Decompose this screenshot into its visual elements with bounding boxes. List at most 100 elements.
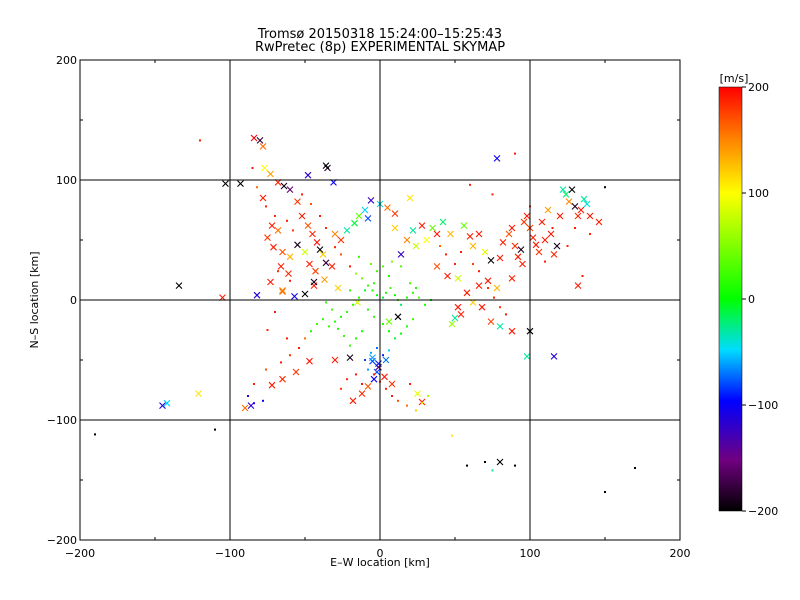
data-point-dot (472, 263, 474, 265)
data-point-dot (367, 308, 369, 311)
data-point-cross (556, 212, 564, 220)
data-point-dot (400, 265, 402, 268)
data-point-cross (499, 239, 507, 246)
data-point-dot (247, 395, 249, 397)
data-point-cross (469, 242, 477, 250)
data-point-cross (322, 259, 330, 267)
data-point-cross (384, 204, 391, 211)
data-point-cross (280, 182, 288, 190)
data-point-cross (312, 267, 319, 275)
data-point-cross (538, 218, 546, 226)
data-point-dot (253, 402, 255, 405)
data-point-dot (484, 461, 486, 463)
data-point-dot (424, 303, 426, 306)
data-point-dot (382, 354, 384, 357)
colorbar-ticks: 200 100 0 −100 −200 (742, 81, 778, 518)
x-axis-label: E–W location [km] (330, 556, 430, 569)
data-point-dot (364, 359, 366, 361)
data-point-cross (529, 234, 537, 241)
data-point-cross (381, 373, 388, 381)
data-point-cross (496, 458, 504, 466)
data-point-dot (251, 167, 254, 169)
data-point-cross (487, 318, 495, 325)
data-point-dot (292, 229, 294, 232)
data-point-cross (382, 356, 390, 364)
data-point-dot (286, 219, 288, 222)
data-point-dot (370, 351, 372, 354)
data-point-dot (388, 330, 390, 333)
data-point-cross (451, 314, 459, 322)
data-point-cross (267, 170, 274, 178)
data-point-cross (331, 230, 339, 238)
data-point-cross (505, 230, 513, 238)
data-point-cross (574, 212, 582, 220)
data-point-dot (566, 245, 569, 247)
data-point-cross (250, 134, 258, 142)
data-point-cross (433, 230, 441, 238)
data-point-dot (409, 383, 411, 385)
data-point-dot (310, 203, 312, 205)
data-point-dot (469, 183, 471, 186)
data-point-dot (604, 491, 606, 493)
data-point-dot (325, 227, 327, 229)
data-point-dot (331, 308, 333, 311)
data-point-dot (364, 289, 366, 292)
data-point-dot (394, 337, 396, 340)
data-point-cross (268, 381, 276, 389)
data-point-cross (337, 236, 345, 244)
data-point-dot (274, 215, 276, 217)
data-point-dot (340, 253, 342, 256)
data-point-dot (262, 399, 264, 402)
data-point-dot (382, 265, 384, 268)
axis-ticks: −200−200 −100 −100 0 0 100 100 200 200 (47, 54, 691, 560)
colorbar-label: [m/s] (720, 72, 749, 85)
data-point-dot (385, 387, 387, 390)
y-tick-label: 200 (56, 54, 77, 67)
data-point-dot (412, 318, 414, 321)
data-point-cross (316, 246, 324, 253)
data-point-dot (355, 337, 357, 340)
data-point-cross (358, 390, 366, 397)
data-point-dot (286, 337, 288, 340)
data-point-cross (319, 251, 327, 258)
data-point-cross (286, 186, 294, 193)
data-point-cross (454, 275, 462, 282)
data-point-cross (496, 254, 504, 262)
data-point-cross (292, 368, 300, 376)
data-point-dot (581, 275, 584, 277)
data-point-dot (385, 291, 387, 294)
data-point-cross (423, 236, 430, 244)
colorbar-gradient (718, 86, 743, 512)
data-point-dot (505, 313, 507, 316)
data-point-dot (355, 373, 357, 376)
colorbar-tick-label: 100 (748, 187, 769, 200)
data-point-cross (391, 224, 399, 232)
data-point-dot (274, 311, 276, 313)
data-point-dot (412, 291, 414, 294)
data-point-dot (371, 289, 374, 292)
data-point-dot (389, 287, 392, 289)
data-point-cross (355, 212, 363, 220)
data-point-cross (414, 390, 421, 397)
data-point-dot (409, 282, 411, 285)
data-point-cross (565, 198, 573, 205)
x-tick-label: 0 (377, 547, 384, 560)
data-point-dot (406, 404, 408, 407)
data-point-cross (523, 353, 531, 360)
data-point-cross (481, 248, 489, 256)
data-point-cross (364, 383, 372, 390)
data-point-dot (256, 186, 258, 189)
data-point-cross (496, 323, 504, 330)
data-point-cross (270, 243, 277, 251)
data-point-cross (304, 171, 312, 179)
data-point-dot (298, 347, 300, 349)
data-point-cross (370, 375, 378, 383)
data-point-dot (289, 279, 291, 282)
data-point-cross (285, 270, 292, 277)
data-point-cross (475, 230, 483, 238)
data-point-dot (301, 193, 303, 196)
data-point-cross (321, 276, 328, 283)
data-point-cross (580, 195, 588, 203)
data-point-cross (163, 399, 171, 407)
data-point-dot (355, 272, 357, 275)
